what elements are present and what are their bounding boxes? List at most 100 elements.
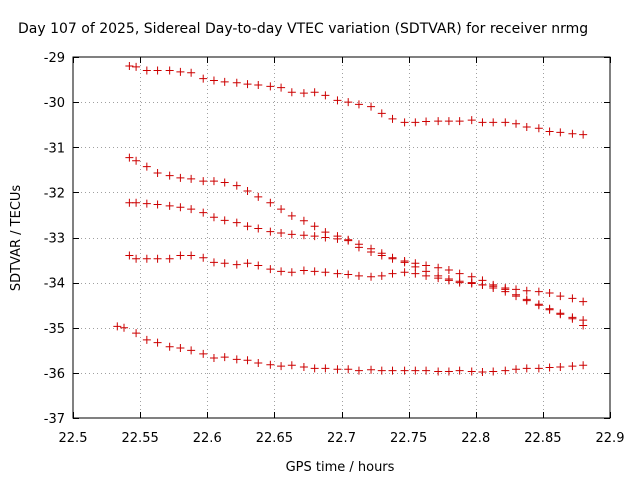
chart-title: Day 107 of 2025, Sidereal Day-to-day VTE… <box>18 21 588 37</box>
data-point <box>209 76 218 85</box>
data-point <box>388 114 397 123</box>
data-point <box>367 244 376 253</box>
series-track-5 <box>113 322 588 376</box>
data-point <box>132 62 141 71</box>
data-point <box>299 216 308 225</box>
data-point <box>199 74 208 83</box>
y-tick-label: -37 <box>44 412 65 427</box>
data-point <box>287 268 296 277</box>
data-point <box>579 297 588 306</box>
data-point <box>142 254 151 263</box>
data-point <box>220 259 229 268</box>
data-point <box>556 128 565 137</box>
data-point <box>209 258 218 267</box>
data-point <box>243 187 252 196</box>
data-point <box>522 286 531 295</box>
data-point <box>176 344 185 353</box>
data-point <box>187 251 196 260</box>
data-point <box>512 119 521 128</box>
data-point <box>556 292 565 301</box>
y-tick-label: -32 <box>44 186 65 201</box>
data-point <box>232 355 241 364</box>
data-point <box>287 230 296 239</box>
data-point <box>187 68 196 77</box>
data-point <box>321 364 330 373</box>
series-track-4 <box>125 251 588 306</box>
x-tick-label: 22.55 <box>122 431 159 446</box>
data-point <box>153 254 162 263</box>
data-point <box>333 234 342 243</box>
data-point <box>266 265 275 274</box>
data-point <box>444 117 453 126</box>
data-point <box>411 262 420 271</box>
data-point <box>489 118 498 127</box>
data-point <box>467 279 476 288</box>
data-marks <box>113 62 588 376</box>
data-point <box>153 168 162 177</box>
data-point <box>232 218 241 227</box>
x-tick-label: 22.5 <box>59 431 88 446</box>
data-point <box>266 360 275 369</box>
data-point <box>243 356 252 365</box>
data-point <box>299 231 308 240</box>
data-point <box>568 362 577 371</box>
x-tick-label: 22.6 <box>193 431 222 446</box>
data-point <box>411 366 420 375</box>
data-point <box>153 200 162 209</box>
data-point <box>187 205 196 214</box>
data-point <box>299 266 308 275</box>
data-point <box>444 265 453 274</box>
data-point <box>165 254 174 263</box>
data-point <box>534 287 543 296</box>
data-point <box>113 322 122 331</box>
data-point <box>344 365 353 374</box>
x-tick-label: 22.85 <box>524 431 561 446</box>
data-point <box>512 285 521 294</box>
data-point <box>455 366 464 375</box>
data-point <box>125 198 134 207</box>
data-point <box>388 269 397 278</box>
x-tick-label: 22.8 <box>461 431 490 446</box>
data-point <box>354 271 363 280</box>
data-point <box>354 100 363 109</box>
x-tick-labels: 22.5 22.55 22.6 22.65 22.7 22.75 22.8 22.85 22.9 <box>59 431 625 446</box>
data-point <box>165 171 174 180</box>
data-point <box>367 102 376 111</box>
data-point <box>467 116 476 125</box>
data-point <box>220 216 229 225</box>
y-tick-label: -29 <box>44 51 65 66</box>
y-tick-label: -33 <box>44 232 65 247</box>
data-point <box>199 349 208 358</box>
data-point <box>254 80 263 89</box>
data-point <box>277 205 286 214</box>
data-point <box>187 174 196 183</box>
data-point <box>377 249 386 258</box>
data-point <box>489 367 498 376</box>
data-point <box>344 98 353 107</box>
data-point <box>400 268 409 277</box>
data-point <box>568 294 577 303</box>
data-point <box>467 367 476 376</box>
data-point <box>125 251 134 260</box>
data-point <box>142 162 151 171</box>
data-point <box>287 88 296 97</box>
y-tick-labels: -29 -30 -31 -32 -33 -34 -35 -36 -37 <box>44 51 65 427</box>
data-point <box>400 366 409 375</box>
data-point <box>176 67 185 76</box>
data-point <box>277 83 286 92</box>
data-point <box>232 181 241 190</box>
data-point <box>556 310 565 319</box>
data-point <box>165 342 174 351</box>
data-point <box>534 124 543 133</box>
axis-ticks <box>73 57 611 419</box>
data-point <box>125 153 134 162</box>
data-point <box>209 353 218 362</box>
data-point <box>545 305 554 314</box>
data-point <box>522 364 531 373</box>
data-point <box>165 66 174 75</box>
data-point <box>277 228 286 237</box>
data-point <box>377 271 386 280</box>
data-point <box>344 236 353 245</box>
data-point <box>434 367 443 376</box>
data-point <box>545 363 554 372</box>
